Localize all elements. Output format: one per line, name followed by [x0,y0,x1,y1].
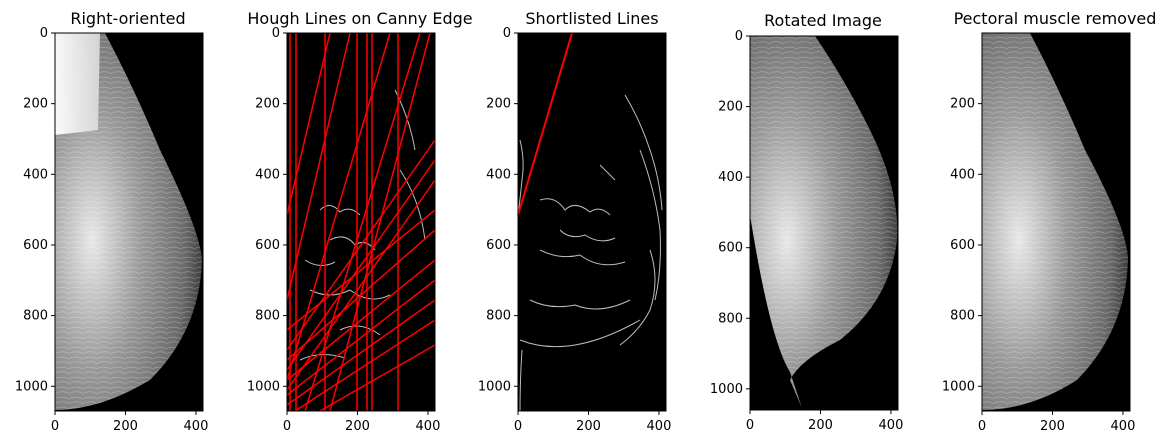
y-tick-label: 800 [23,309,48,324]
x-tick-label: 400 [1111,419,1136,434]
pectoral-muscle-region [55,33,100,135]
y-tick-label: 200 [486,97,511,112]
y-tick-label: 800 [255,309,280,324]
y-tick-label: 600 [718,241,743,256]
canny-edges [517,94,663,412]
y-tick-label: 200 [718,100,743,115]
panel-pectoral-removed: Pectoral muscle removed [954,9,1157,412]
y-tick-label: 600 [23,238,48,253]
x-tick-label: 200 [113,419,138,434]
panel-right-oriented: Right-oriented [54,9,204,412]
y-tick-label: 800 [718,311,743,326]
x-tick-label: 200 [345,419,370,434]
y-tick-label: 0 [40,26,48,41]
x-tick-label: 400 [879,418,904,433]
panel-title: Pectoral muscle removed [954,9,1157,28]
x-tick-label: 0 [51,419,59,434]
panel-title: Rotated Image [764,11,882,30]
y-tick-label: 1000 [247,379,280,394]
x-tick-label: 400 [647,419,672,434]
y-tick-label: 600 [255,238,280,253]
y-tick-label: 1000 [942,379,975,394]
x-tick-label: 0 [746,418,754,433]
y-tick-label: 1000 [710,382,743,397]
y-tick-label: 600 [486,238,511,253]
x-tick-label: 400 [184,419,209,434]
panel-shortlisted-lines: Shortlisted Lines [517,9,667,412]
hough-lines [286,32,436,412]
y-tick-label: 0 [735,29,743,44]
y-tick-label: 800 [486,309,511,324]
x-tick-label: 0 [283,419,291,434]
y-tick-label: 800 [950,309,975,324]
panel-title: Hough Lines on Canny Edge [247,9,472,28]
y-tick-label: 0 [272,26,280,41]
edge-image [518,33,666,411]
edge-image [287,33,435,411]
x-tick-label: 0 [514,419,522,434]
y-tick-label: 0 [503,26,511,41]
shortlisted-line [517,32,573,216]
y-tick-label: 400 [718,170,743,185]
y-tick-label: 400 [255,167,280,182]
x-tick-label: 0 [978,419,986,434]
panel-title: Right-oriented [70,9,185,28]
y-tick-label: 1000 [15,379,48,394]
panel-rotated-image: Rotated Image [749,11,899,411]
y-tick-label: 400 [486,167,511,182]
y-tick-label: 200 [23,97,48,112]
x-tick-label: 200 [1040,419,1065,434]
x-tick-label: 200 [808,418,833,433]
y-tick-label: 400 [23,167,48,182]
axis-ticks: 0 200 400 0 200 400 600 800 1000 0 200 400 0 200 400 60… [15,26,1135,434]
x-tick-label: 400 [416,419,441,434]
panel-hough-lines: Hough Lines on Canny Edge [247,9,473,412]
y-tick-label: 400 [950,167,975,182]
x-tick-label: 200 [576,419,601,434]
y-tick-label: 200 [950,97,975,112]
y-tick-label: 600 [950,238,975,253]
y-tick-label: 200 [255,97,280,112]
panel-title: Shortlisted Lines [525,9,658,28]
y-tick-label: 1000 [478,379,511,394]
